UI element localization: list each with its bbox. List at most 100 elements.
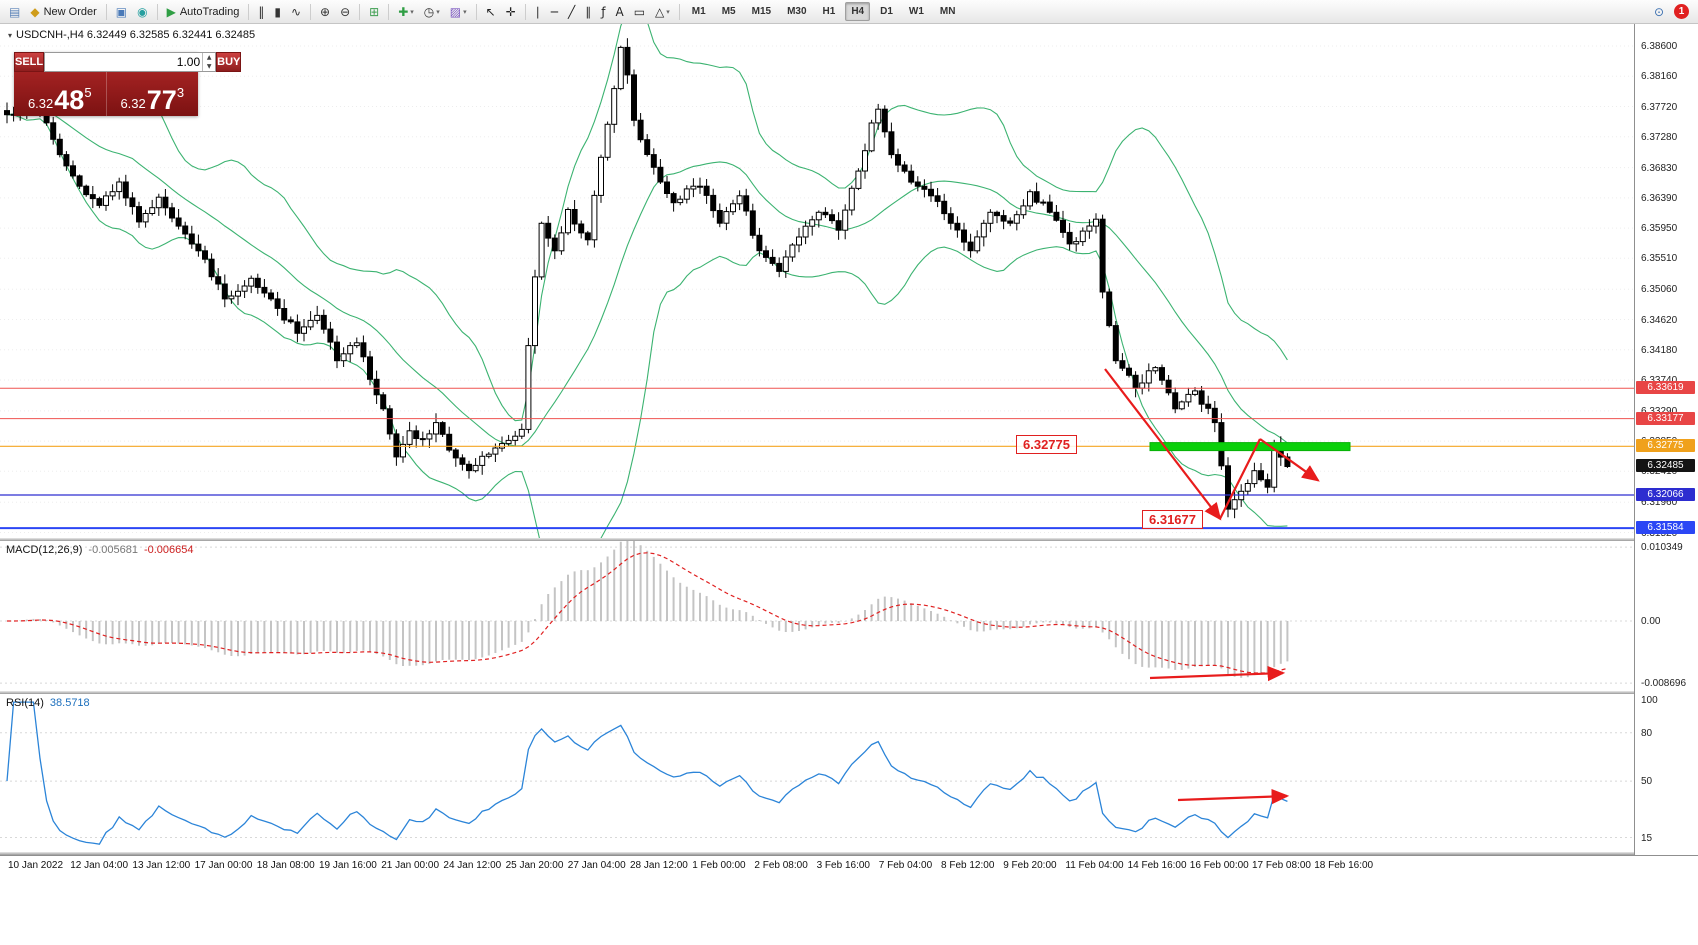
timeframe-m30-button[interactable]: M30	[787, 6, 807, 17]
trendline-icon[interactable]: ╱	[564, 2, 579, 21]
buy-button[interactable]: BUY	[216, 52, 242, 72]
crosshair-icon[interactable]: ✛	[502, 2, 520, 21]
volume-field: ▲ ▼	[44, 52, 217, 72]
price-badge: 6.33177	[1636, 411, 1695, 425]
community-icon[interactable]: ◉	[133, 2, 151, 21]
fibonacci-icon: ƒ	[601, 4, 606, 19]
line-chart-icon: ∿	[290, 4, 302, 19]
resistance-price-label[interactable]: 6.32775	[1016, 434, 1077, 454]
terminal-icon: ▤	[9, 4, 21, 19]
text-icon: A	[615, 4, 624, 19]
price-scale-label: 6.38160	[1641, 71, 1678, 83]
sell-price-prefix: 6.32	[27, 95, 54, 111]
rsi-scale-label: 15	[1641, 832, 1653, 844]
zoom-out-icon[interactable]: ⊖	[336, 2, 354, 21]
new-order-button[interactable]: ◆ New Order	[26, 2, 100, 21]
indicators-icon[interactable]: ✚ ▾	[394, 2, 418, 21]
time-axis-label: 18 Jan 08:00	[256, 860, 315, 871]
one-click-collapse-icon[interactable]: ▾	[8, 30, 13, 40]
crosshair-icon: ✛	[505, 4, 516, 19]
new-order-icon: ◆	[30, 4, 40, 19]
autotrading-button-label: AutoTrading	[179, 5, 240, 18]
vertical-line-icon[interactable]: ∣	[531, 2, 545, 21]
timeframe-d1-button[interactable]: D1	[880, 6, 893, 17]
toolbar-separator	[156, 3, 158, 20]
rsi-scale-label: 50	[1641, 776, 1653, 788]
time-axis-label: 16 Feb 00:00	[1189, 860, 1249, 871]
line-chart-icon[interactable]: ∿	[287, 2, 305, 21]
fibonacci-icon[interactable]: ƒ	[597, 2, 609, 21]
search-icon[interactable]: ⊙	[1650, 2, 1668, 21]
candlestick-chart-icon[interactable]: ▮	[270, 2, 285, 21]
timeframe-w1-button[interactable]: W1	[908, 6, 924, 17]
profile-icon[interactable]: ▣	[112, 2, 131, 21]
price-scale-label: 6.31960	[1641, 497, 1678, 509]
time-axis-label: 3 Feb 16:00	[816, 860, 870, 871]
sell-price-big: 48	[54, 84, 85, 115]
pane-divider[interactable]	[0, 538, 1698, 541]
indicators-icon: ✚	[398, 4, 409, 19]
time-axis-label: 25 Jan 20:00	[505, 860, 564, 871]
macd-scale-label: -0.008696	[1641, 678, 1687, 690]
profile-icon: ▣	[115, 4, 128, 19]
search-icon: ⊙	[1653, 4, 1664, 19]
time-axis-label: 7 Feb 04:00	[878, 860, 933, 871]
zoom-in-icon[interactable]: ⊕	[316, 2, 334, 21]
price-chart-canvas[interactable]	[0, 24, 1634, 538]
volume-up-icon[interactable]: ▲	[206, 53, 212, 61]
tile-windows-icon[interactable]: ⊞	[365, 2, 383, 21]
time-axis-label: 21 Jan 00:00	[381, 860, 440, 871]
toolbar-separator	[388, 3, 390, 20]
volume-down-icon[interactable]: ▼	[206, 62, 212, 70]
buy-price-big: 77	[146, 84, 177, 115]
autotrading-button[interactable]: ▶ AutoTrading	[163, 2, 244, 21]
time-axis-label: 28 Jan 12:00	[630, 860, 688, 871]
cursor-icon[interactable]: ↖	[482, 2, 500, 21]
shapes-icon[interactable]: △ ▾	[651, 2, 674, 21]
rsi-chart-canvas[interactable]	[0, 694, 1634, 852]
label-icon[interactable]: ▭	[630, 2, 649, 21]
toolbar-separator	[475, 3, 477, 20]
timeframe-mn-button[interactable]: MN	[939, 6, 956, 17]
new-order-button-label: New Order	[43, 5, 97, 18]
price-axis[interactable]: 6.38600 6.38160 6.37720 6.37280 6.36830 6.363…	[1634, 24, 1698, 855]
text-icon[interactable]: A	[611, 2, 627, 21]
notification-badge[interactable]: 1	[1674, 4, 1689, 19]
label-icon: ▭	[633, 4, 646, 19]
time-axis-label: 10 Jan 2022	[8, 860, 64, 871]
macd-chart-canvas[interactable]	[0, 541, 1634, 691]
volume-input[interactable]	[45, 53, 203, 71]
horizontal-line-icon[interactable]: ─	[547, 2, 562, 21]
macd-scale-label: 0.00	[1641, 616, 1661, 627]
buy-price-button[interactable]: 6.32 77 3	[105, 72, 199, 116]
autotrading-icon: ▶	[166, 4, 176, 19]
pane-divider[interactable]	[0, 691, 1698, 694]
price-scale-label: 6.36830	[1641, 162, 1678, 174]
dropdown-caret-icon[interactable]: ▾	[666, 7, 670, 16]
time-axis-label: 18 Feb 16:00	[1314, 860, 1374, 871]
price-scale-label: 6.33740	[1641, 375, 1677, 386]
support-price-label[interactable]: 6.31677	[1142, 509, 1203, 529]
periods-icon[interactable]: ◷ ▾	[420, 2, 444, 21]
symbol-ohlc-text: USDCNH-,H4 6.32449 6.32585 6.32441 6.324…	[16, 29, 256, 41]
timeframe-m1-button[interactable]: M1	[691, 6, 706, 17]
sell-price-button[interactable]: 6.32 48 5	[14, 72, 106, 116]
channel-icon[interactable]: ∥	[581, 2, 595, 21]
time-axis[interactable]: 10 Jan 2022 12 Jan 04:00 13 Jan 12:00 17 Ja…	[0, 855, 1698, 877]
timeframe-m5-button[interactable]: M5	[721, 6, 736, 17]
time-axis-label: 9 Feb 20:00	[1003, 860, 1057, 871]
timeframe-h4-button[interactable]: H4	[845, 2, 871, 21]
time-axis-label: 27 Jan 04:00	[567, 860, 626, 871]
pane-divider[interactable]	[0, 852, 1698, 855]
sell-button[interactable]: SELL	[14, 52, 45, 72]
terminal-icon[interactable]: ▤	[5, 2, 24, 21]
dropdown-caret-icon[interactable]: ▾	[410, 7, 414, 16]
dropdown-caret-icon[interactable]: ▾	[436, 7, 440, 16]
bar-chart-icon[interactable]: ‖	[254, 2, 268, 21]
templates-icon[interactable]: ▨ ▾	[446, 2, 471, 21]
buy-price-sup: 3	[176, 85, 185, 100]
price-scale-label: 6.38600	[1641, 41, 1678, 52]
timeframe-h1-button[interactable]: H1	[822, 6, 836, 17]
dropdown-caret-icon[interactable]: ▾	[463, 7, 467, 16]
timeframe-m15-button[interactable]: M15	[751, 6, 772, 17]
